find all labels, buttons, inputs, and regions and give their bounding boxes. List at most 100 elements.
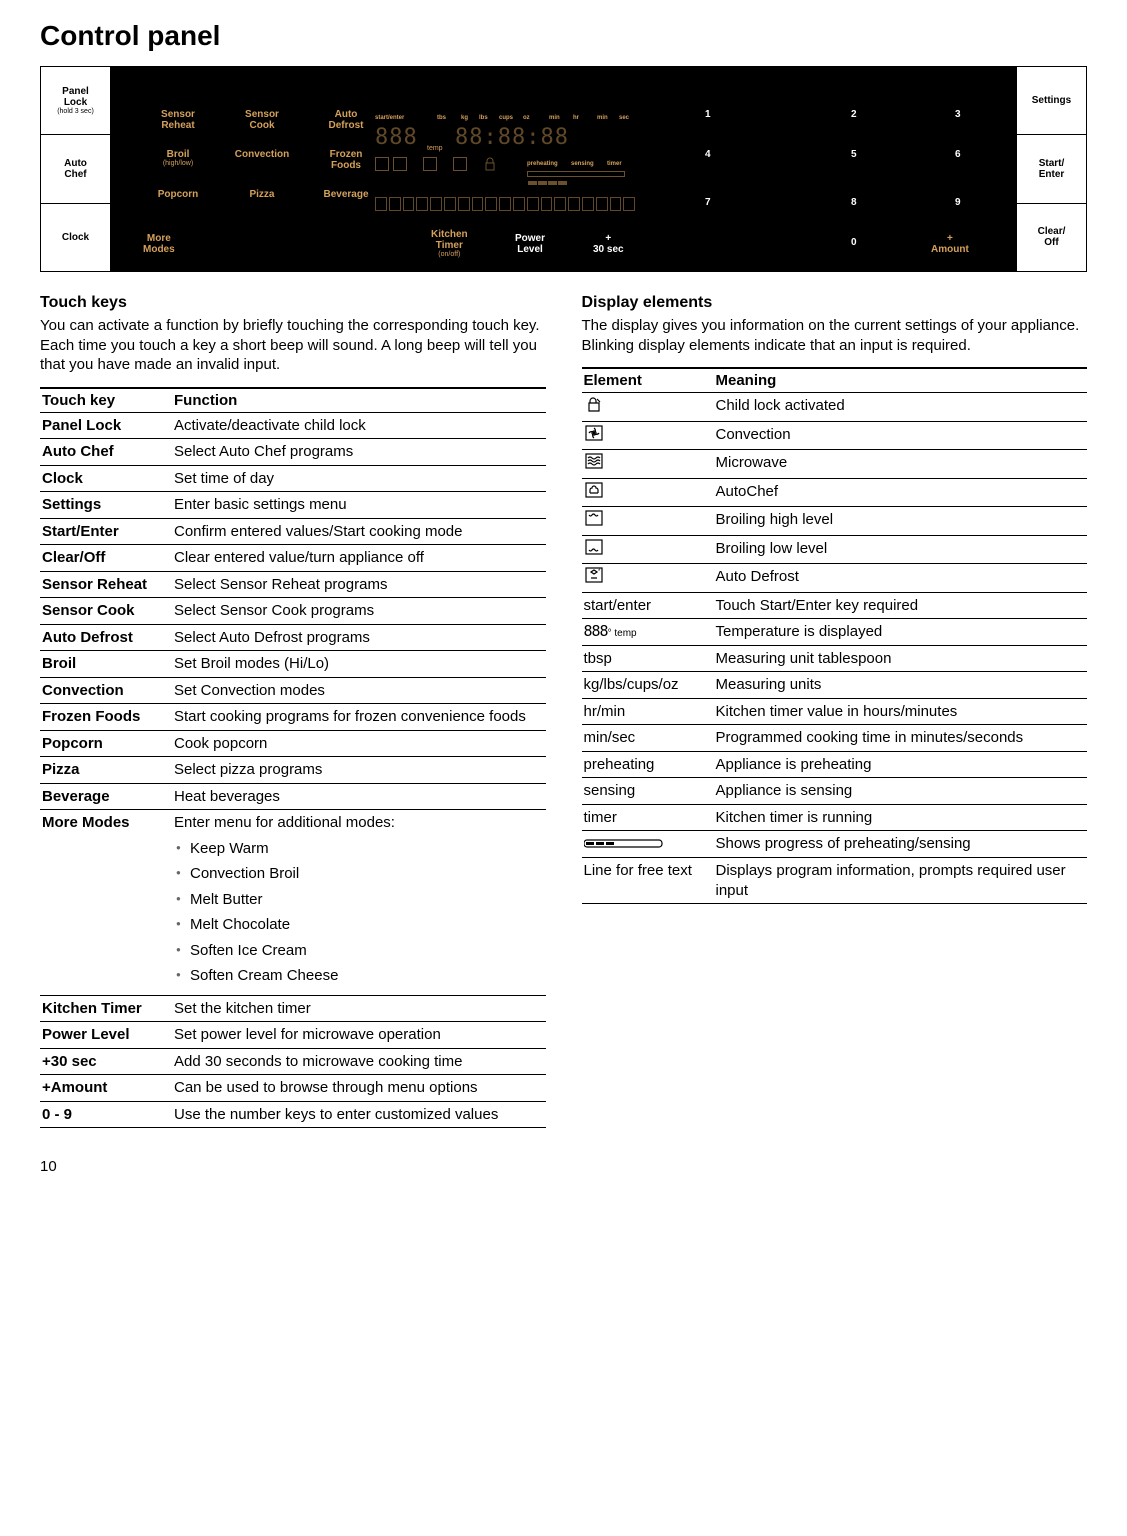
clock-button[interactable]: Clock xyxy=(41,204,111,271)
table-row: Sensor CookSelect Sensor Cook programs xyxy=(40,598,546,625)
prog-beverage[interactable]: Beverage xyxy=(311,189,381,200)
table-row: ClockSet time of day xyxy=(40,465,546,492)
icon-2 xyxy=(393,157,407,171)
touch-key-function: Set time of day xyxy=(172,465,546,492)
preheating-label: preheating xyxy=(527,161,558,167)
plus-30sec-button[interactable]: +30 sec xyxy=(593,233,624,255)
touch-key-function: Heat beverages xyxy=(172,783,546,810)
touch-key-name: Broil xyxy=(40,651,172,678)
left-side-buttons: PanelLock(hold 3 sec) AutoChef Clock xyxy=(41,67,111,271)
clear-off-button[interactable]: Clear/Off xyxy=(1016,204,1086,271)
element-cell: preheating xyxy=(582,751,714,778)
display-elements-section: Display elements The display gives you i… xyxy=(582,294,1088,1128)
keypad-4[interactable]: 4 xyxy=(705,149,711,160)
col-header: Element xyxy=(582,368,714,393)
meaning-cell: Kitchen timer value in hours/minutes xyxy=(714,698,1088,725)
oz-unit: oz xyxy=(523,115,530,121)
settings-button[interactable]: Settings xyxy=(1016,67,1086,135)
keypad-1[interactable]: 1 xyxy=(705,109,711,120)
more-modes-button[interactable]: MoreModes xyxy=(143,233,175,255)
label: Start/Enter xyxy=(1039,158,1065,180)
prog-sensor-reheat[interactable]: SensorReheat xyxy=(143,109,213,131)
start-enter-indicator: start/enter xyxy=(375,115,404,121)
prog-popcorn[interactable]: Popcorn xyxy=(143,189,213,200)
dark-panel-area: SensorReheat SensorCook AutoDefrost Broil(h… xyxy=(111,67,1016,271)
keypad-6[interactable]: 6 xyxy=(955,149,961,160)
touch-key-name: Power Level xyxy=(40,1022,172,1049)
temp-icon: 888° temp xyxy=(584,622,637,642)
touch-key-function: Use the number keys to enter customized … xyxy=(172,1101,546,1128)
min-unit: min xyxy=(549,115,560,121)
table-row: Kitchen TimerSet the kitchen timer xyxy=(40,995,546,1022)
meaning-cell: Measuring unit tablespoon xyxy=(714,645,1088,672)
element-cell xyxy=(582,450,714,479)
touch-key-function: Can be used to browse through menu optio… xyxy=(172,1075,546,1102)
prog-frozen-foods[interactable]: FrozenFoods xyxy=(311,149,381,171)
seg-main: 88:88:88 xyxy=(455,125,569,150)
right-side-buttons: Settings Start/Enter Clear/Off xyxy=(1016,67,1086,271)
panel-lock-button[interactable]: PanelLock(hold 3 sec) xyxy=(41,67,111,135)
touch-key-name: Beverage xyxy=(40,783,172,810)
meaning-cell: Kitchen timer is running xyxy=(714,804,1088,831)
display-elements-table: Element Meaning Child lock activatedConv… xyxy=(582,367,1088,904)
page-title: Control panel xyxy=(40,20,1087,52)
control-panel-diagram: PanelLock(hold 3 sec) AutoChef Clock Sen… xyxy=(40,66,1087,272)
table-row: Broiling high level xyxy=(582,507,1088,536)
meaning-cell: Measuring units xyxy=(714,672,1088,699)
prog-sensor-cook[interactable]: SensorCook xyxy=(227,109,297,131)
touch-key-function: Clear entered value/turn appliance off xyxy=(172,545,546,572)
touch-key-name: Sensor Reheat xyxy=(40,571,172,598)
touch-key-name: Pizza xyxy=(40,757,172,784)
touch-keys-heading: Touch keys xyxy=(40,294,546,312)
touch-key-function: Confirm entered values/Start cooking mod… xyxy=(172,518,546,545)
prog-auto-defrost[interactable]: AutoDefrost xyxy=(311,109,381,131)
fan-icon xyxy=(584,425,604,447)
touch-key-function: Select Auto Chef programs xyxy=(172,439,546,466)
table-row: Microwave xyxy=(582,450,1088,479)
keypad-7[interactable]: 7 xyxy=(705,197,711,208)
icon-4 xyxy=(453,157,467,171)
sec-unit: sec xyxy=(619,115,629,121)
table-row: PopcornCook popcorn xyxy=(40,730,546,757)
table-row: Clear/OffClear entered value/turn applia… xyxy=(40,545,546,572)
meaning-cell: Shows progress of preheating/sensing xyxy=(714,831,1088,858)
element-cell: sensing xyxy=(582,778,714,805)
touch-key-function: Set power level for microwave operation xyxy=(172,1022,546,1049)
kitchen-timer-button[interactable]: KitchenTimer(on/off) xyxy=(431,229,468,259)
meaning-cell: Programmed cooking time in minutes/secon… xyxy=(714,725,1088,752)
keypad-9[interactable]: 9 xyxy=(955,197,961,208)
auto-chef-button[interactable]: AutoChef xyxy=(41,135,111,203)
element-cell: tbsp xyxy=(582,645,714,672)
touch-key-name: Start/Enter xyxy=(40,518,172,545)
start-enter-button[interactable]: Start/Enter xyxy=(1016,135,1086,203)
keypad-3[interactable]: 3 xyxy=(955,109,961,120)
table-row: AutoChef xyxy=(582,478,1088,507)
lock-icon xyxy=(584,396,604,418)
table-row: Broiling low level xyxy=(582,535,1088,564)
temp-label: temp xyxy=(427,145,443,152)
keypad-8[interactable]: 8 xyxy=(851,197,857,208)
prog-pizza[interactable]: Pizza xyxy=(227,189,297,200)
table-row: Child lock activated xyxy=(582,393,1088,422)
label: PanelLock xyxy=(62,86,89,108)
element-cell xyxy=(582,478,714,507)
power-level-button[interactable]: PowerLevel xyxy=(515,233,545,255)
table-row: SettingsEnter basic settings menu xyxy=(40,492,546,519)
meaning-cell: Appliance is sensing xyxy=(714,778,1088,805)
prog-broil[interactable]: Broil(high/low) xyxy=(143,149,213,168)
keypad-5[interactable]: 5 xyxy=(851,149,857,160)
hr-unit: hr xyxy=(573,115,579,121)
touch-key-name: Frozen Foods xyxy=(40,704,172,731)
keypad-0[interactable]: 0 xyxy=(851,237,857,248)
list-item: Melt Chocolate xyxy=(174,915,544,935)
keypad-2[interactable]: 2 xyxy=(851,109,857,120)
element-cell: kg/lbs/cups/oz xyxy=(582,672,714,699)
table-row: start/enterTouch Start/Enter key require… xyxy=(582,592,1088,619)
sublabel: (hold 3 sec) xyxy=(57,108,94,116)
prog-convection[interactable]: Convection xyxy=(227,149,297,160)
plus-amount-button[interactable]: +Amount xyxy=(931,233,969,255)
touch-key-name: Clear/Off xyxy=(40,545,172,572)
chef-icon xyxy=(584,482,604,504)
free-text-strip xyxy=(375,197,635,211)
touch-keys-section: Touch keys You can activate a function b… xyxy=(40,294,546,1128)
